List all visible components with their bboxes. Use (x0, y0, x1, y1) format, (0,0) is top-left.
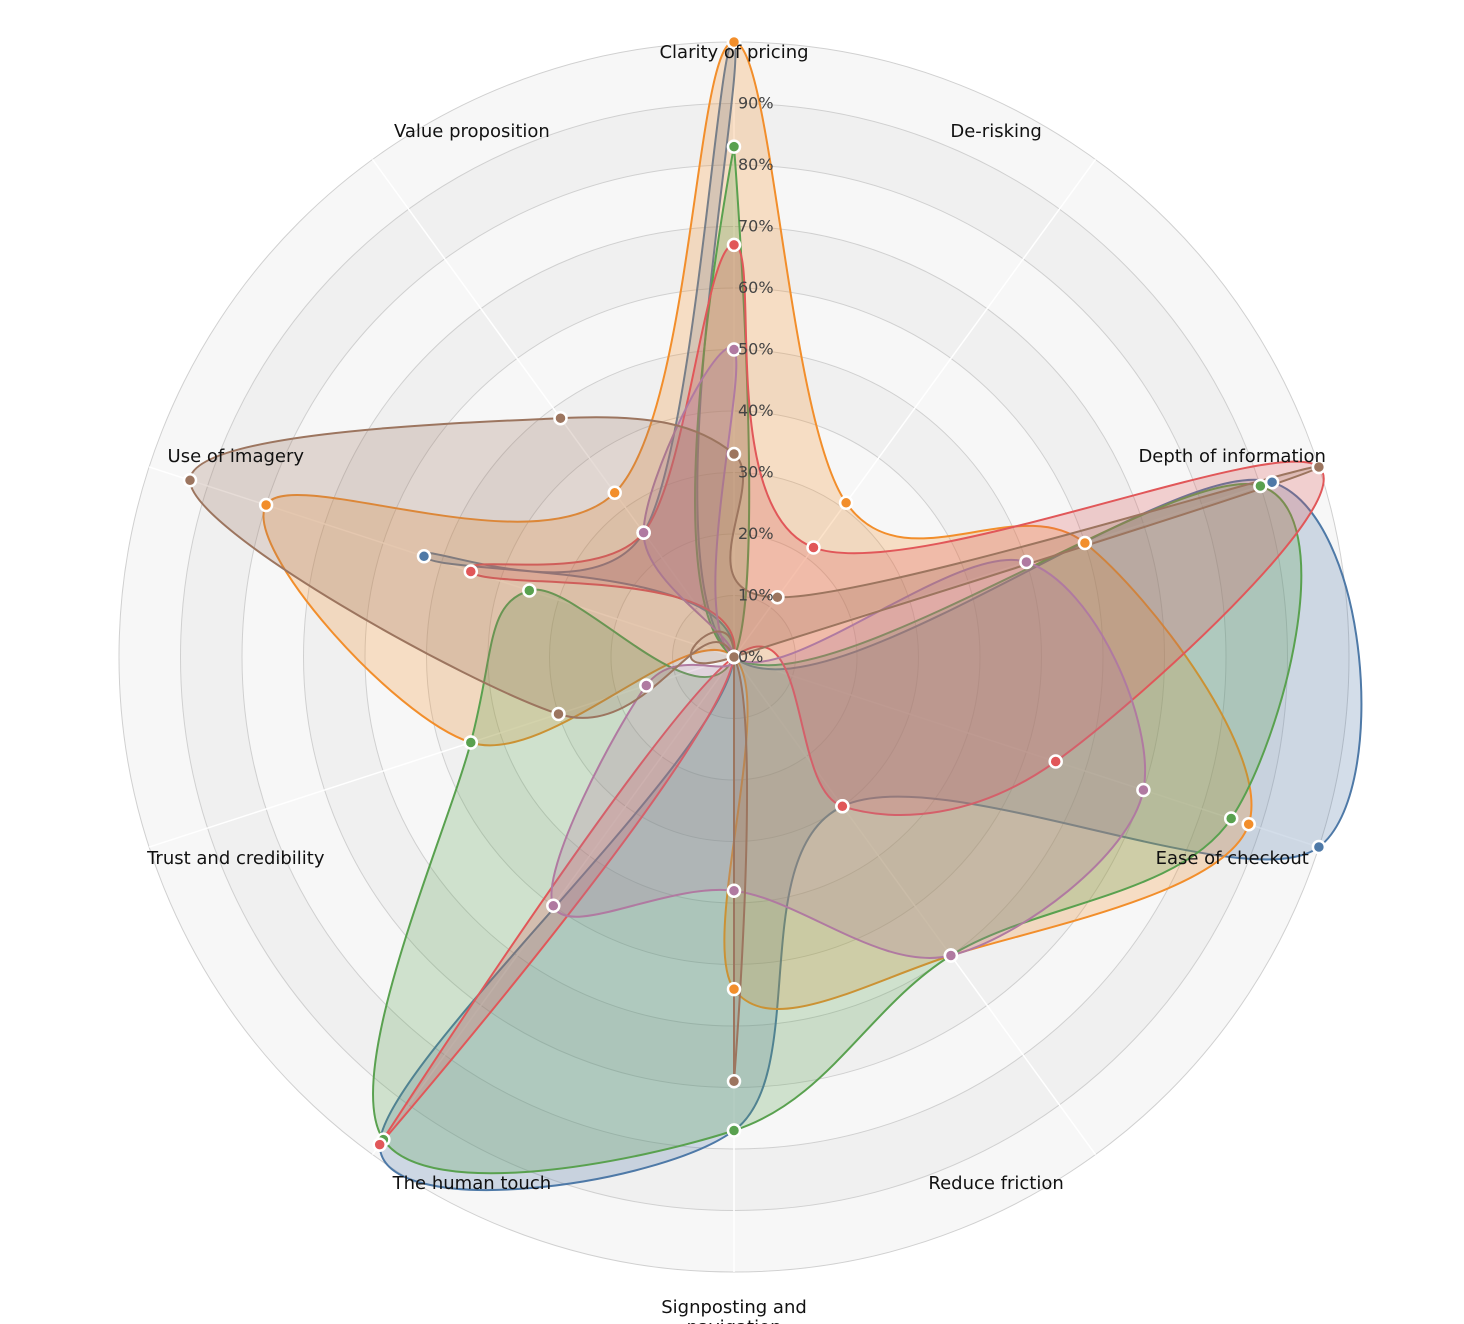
data-point[interactable] (1136, 782, 1151, 798)
data-point[interactable] (1077, 535, 1093, 551)
axis-label: Use of imagery (168, 446, 305, 467)
data-point[interactable] (838, 495, 854, 511)
data-point[interactable] (770, 590, 785, 605)
data-point[interactable] (258, 497, 274, 513)
data-point[interactable] (726, 649, 742, 665)
tick-label: 80% (738, 155, 774, 174)
data-point[interactable] (636, 525, 651, 540)
data-point[interactable] (1253, 478, 1268, 494)
tick-label: 90% (738, 94, 774, 113)
data-point[interactable] (1311, 459, 1327, 475)
data-point[interactable] (943, 948, 959, 963)
data-point[interactable] (726, 1123, 742, 1138)
tick-label: 40% (738, 401, 774, 420)
data-point[interactable] (1048, 754, 1063, 769)
data-point[interactable] (546, 898, 561, 914)
axis-label: Value proposition (394, 121, 550, 142)
axis-label: Signposting andnavigation (661, 1297, 807, 1324)
data-point[interactable] (416, 549, 432, 564)
radar-series (182, 34, 1363, 1191)
data-point[interactable] (463, 735, 479, 750)
series-points (182, 34, 1327, 1152)
data-point[interactable] (639, 678, 654, 693)
data-point[interactable] (726, 981, 742, 997)
axis-spoke (733, 656, 1320, 848)
radial-tick-labels: 0% 10% 20% 30% 40% 50% 60% 70% 80% 90% (738, 94, 774, 667)
axis-label: Depth of information (1138, 446, 1326, 467)
axis-spoke (148, 656, 735, 848)
tick-label: 20% (738, 524, 774, 543)
series-area-3[interactable] (372, 146, 1303, 1175)
data-point[interactable] (553, 410, 568, 426)
series-area-1[interactable] (378, 40, 1363, 1191)
data-point[interactable] (1311, 839, 1327, 855)
data-point[interactable] (726, 342, 742, 357)
axis-label: Clarity of pricing (659, 42, 808, 63)
data-point[interactable] (726, 139, 742, 154)
axis-spoke (733, 656, 1097, 1155)
axis-labels: Clarity of pricing De-risking Depth of inf… (146, 42, 1326, 1324)
axis-spoke (371, 159, 735, 658)
axis-label: The human touch (392, 1173, 552, 1194)
axis-label: Trust and credibility (146, 848, 325, 869)
data-point[interactable] (1223, 811, 1239, 826)
data-point[interactable] (551, 706, 566, 722)
data-point[interactable] (372, 1137, 387, 1152)
data-point[interactable] (522, 583, 537, 598)
axis-label: Reduce friction (928, 1173, 1063, 1194)
data-point[interactable] (806, 540, 821, 555)
data-point[interactable] (835, 799, 850, 814)
tick-label: 10% (738, 586, 774, 605)
series-area-5[interactable] (550, 346, 1146, 959)
series-area-2[interactable] (262, 40, 1253, 1011)
data-point[interactable] (726, 883, 742, 898)
data-point[interactable] (182, 473, 198, 488)
tick-label: 30% (738, 463, 774, 482)
axis-spoke (733, 159, 1097, 658)
data-point[interactable] (1264, 474, 1280, 490)
data-point[interactable] (1241, 816, 1256, 832)
axis-label: De-risking (950, 121, 1041, 142)
data-point[interactable] (726, 446, 742, 462)
tick-label: 50% (738, 340, 774, 359)
tick-label: 70% (738, 217, 774, 236)
data-point[interactable] (1019, 554, 1034, 570)
data-point[interactable] (607, 485, 622, 501)
data-point[interactable] (726, 237, 742, 253)
tick-label: 0% (738, 647, 763, 666)
axis-label: Ease of checkout (1156, 848, 1309, 869)
tick-label: 60% (738, 278, 774, 297)
data-point[interactable] (726, 34, 742, 50)
data-point[interactable] (463, 564, 479, 579)
series-areas (188, 40, 1363, 1191)
data-point[interactable] (726, 1074, 742, 1089)
